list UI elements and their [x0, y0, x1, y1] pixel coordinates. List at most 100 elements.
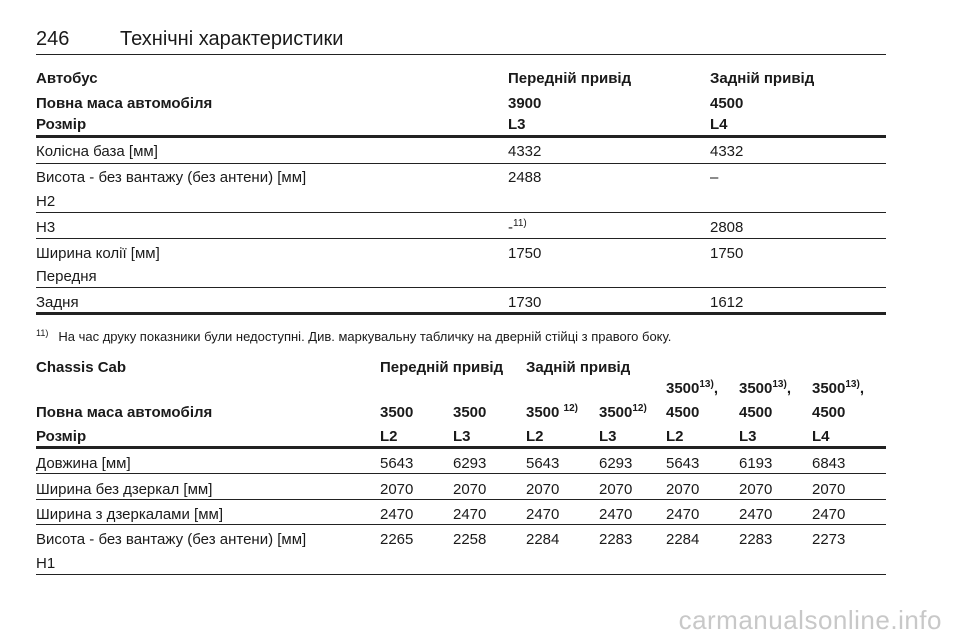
- t2-size-value: L2: [526, 428, 544, 445]
- t1-h3-rear: 2808: [710, 219, 744, 236]
- t2-gvw-value: 3500 12): [526, 403, 578, 422]
- t2-vehicle-label: Chassis Cab: [36, 359, 127, 376]
- t1-track-label: Ширина колії [мм]: [36, 245, 160, 262]
- t2-cell: 2070: [526, 481, 560, 498]
- t1-rear-track-rear: 1612: [710, 294, 744, 311]
- t2-cell: 2470: [739, 506, 773, 523]
- t1-wheelbase-label: Колісна база [мм]: [36, 143, 158, 160]
- t2-size-value: L3: [599, 428, 617, 445]
- t2-size-value: L3: [453, 428, 471, 445]
- row-divider: [36, 238, 886, 239]
- row-divider: [36, 473, 886, 474]
- t2-row-sublabel: H1: [36, 555, 56, 572]
- t1-wheelbase-rear: 4332: [710, 143, 744, 160]
- t2-cell: 2070: [599, 481, 633, 498]
- t2-row-label: Довжина [мм]: [36, 455, 131, 472]
- t2-row-label: Ширина без дзеркал [мм]: [36, 481, 213, 498]
- t2-size-value: L2: [666, 428, 684, 445]
- t1-height-front: 2488: [508, 169, 542, 186]
- t2-cell: 2284: [526, 531, 560, 548]
- t2-cell: 6293: [453, 455, 487, 472]
- t2-gvw-top: 350013),: [739, 379, 791, 398]
- t2-cell: 2070: [739, 481, 773, 498]
- footnote-mark: 11): [36, 328, 49, 338]
- t1-size-front: L3: [508, 116, 526, 133]
- t2-gvw-value: 3500: [380, 404, 414, 421]
- t1-h3-front: -11): [508, 218, 527, 237]
- footnote: 11) На час друку показники були недоступн…: [36, 328, 672, 345]
- t2-cell: 2265: [380, 531, 414, 548]
- t2-gvw-top: 350013),: [812, 379, 864, 398]
- t1-gvw-label: Повна маса автомобіля: [36, 95, 213, 112]
- row-divider: [36, 499, 886, 500]
- t2-gvw-value: 3500: [453, 404, 487, 421]
- t2-cell: 6293: [599, 455, 633, 472]
- t2-size-label: Розмір: [36, 428, 87, 445]
- t2-cell: 2070: [453, 481, 487, 498]
- t2-cell: 2284: [666, 531, 700, 548]
- t2-cell: 2258: [453, 531, 487, 548]
- t2-size-value: L4: [812, 428, 830, 445]
- row-divider: [36, 212, 886, 213]
- t1-height-rear: –: [710, 169, 719, 186]
- t2-size-value: L3: [739, 428, 757, 445]
- t2-header-divider: [36, 446, 886, 449]
- t2-cell: 2273: [812, 531, 846, 548]
- t2-cell: 5643: [380, 455, 414, 472]
- t1-h3-label: H3: [36, 219, 56, 236]
- watermark: carmanualsonline.info: [678, 605, 942, 635]
- t1-wheelbase-front: 4332: [508, 143, 542, 160]
- t2-cell: 2470: [599, 506, 633, 523]
- t1-size-rear: L4: [710, 116, 728, 133]
- t2-cell: 2470: [666, 506, 700, 523]
- t2-cell: 2283: [599, 531, 633, 548]
- row-divider: [36, 287, 886, 288]
- t2-gvw-label: Повна маса автомобіля: [36, 404, 213, 421]
- t1-gvw-front: 3900: [508, 95, 542, 112]
- t2-gvw-value: 4500: [666, 404, 700, 421]
- t1-vehicle-label: Автобус: [36, 70, 98, 87]
- t2-front-drive-header: Передній привід: [380, 359, 504, 376]
- t2-row-label: Ширина з дзеркалами [мм]: [36, 506, 223, 523]
- t2-cell: 5643: [666, 455, 700, 472]
- footnote-ref: 11): [513, 218, 527, 229]
- t2-gvw-value: 4500: [739, 404, 773, 421]
- row-divider: [36, 524, 886, 525]
- t2-rear-drive-header: Задній привід: [526, 359, 631, 376]
- page-number: 246: [36, 28, 70, 50]
- t1-rear-track-label: Задня: [36, 294, 79, 311]
- t2-row-label: Висота - без вантажу (без антени) [мм]: [36, 531, 307, 548]
- t2-gvw-value: 4500: [812, 404, 846, 421]
- t1-front-drive-header: Передній привід: [508, 70, 632, 87]
- t1-gvw-rear: 4500: [710, 95, 744, 112]
- t2-cell: 2070: [666, 481, 700, 498]
- t2-cell: 5643: [526, 455, 560, 472]
- t2-cell: 2470: [453, 506, 487, 523]
- t1-header-divider: [36, 135, 886, 138]
- t2-cell: 2470: [812, 506, 846, 523]
- t2-gvw-top: 350013),: [666, 379, 718, 398]
- footnote-text: На час друку показники були недоступні. …: [58, 329, 672, 344]
- t2-cell: 2470: [380, 506, 414, 523]
- t2-cell: 6843: [812, 455, 846, 472]
- row-divider: [36, 574, 886, 575]
- t1-height-sublabel: H2: [36, 193, 56, 210]
- page-header: 246 Технічні характеристики: [36, 26, 886, 55]
- t1-bottom-divider: [36, 312, 886, 315]
- t2-cell: 2070: [380, 481, 414, 498]
- t2-cell: 2070: [812, 481, 846, 498]
- t1-rear-track-front: 1730: [508, 294, 542, 311]
- t2-size-value: L2: [380, 428, 398, 445]
- t2-cell: 6193: [739, 455, 773, 472]
- t1-rear-drive-header: Задній привід: [710, 70, 815, 87]
- t1-track-rear: 1750: [710, 245, 744, 262]
- t2-cell: 2283: [739, 531, 773, 548]
- t1-height-label: Висота - без вантажу (без антени) [мм]: [36, 169, 307, 186]
- t1-track-sublabel: Передня: [36, 268, 97, 285]
- t1-size-label: Розмір: [36, 116, 87, 133]
- row-divider: [36, 163, 886, 164]
- t2-cell: 2470: [526, 506, 560, 523]
- t2-gvw-value: 350012): [599, 403, 647, 422]
- page-title: Технічні характеристики: [120, 28, 344, 50]
- t1-track-front: 1750: [508, 245, 542, 262]
